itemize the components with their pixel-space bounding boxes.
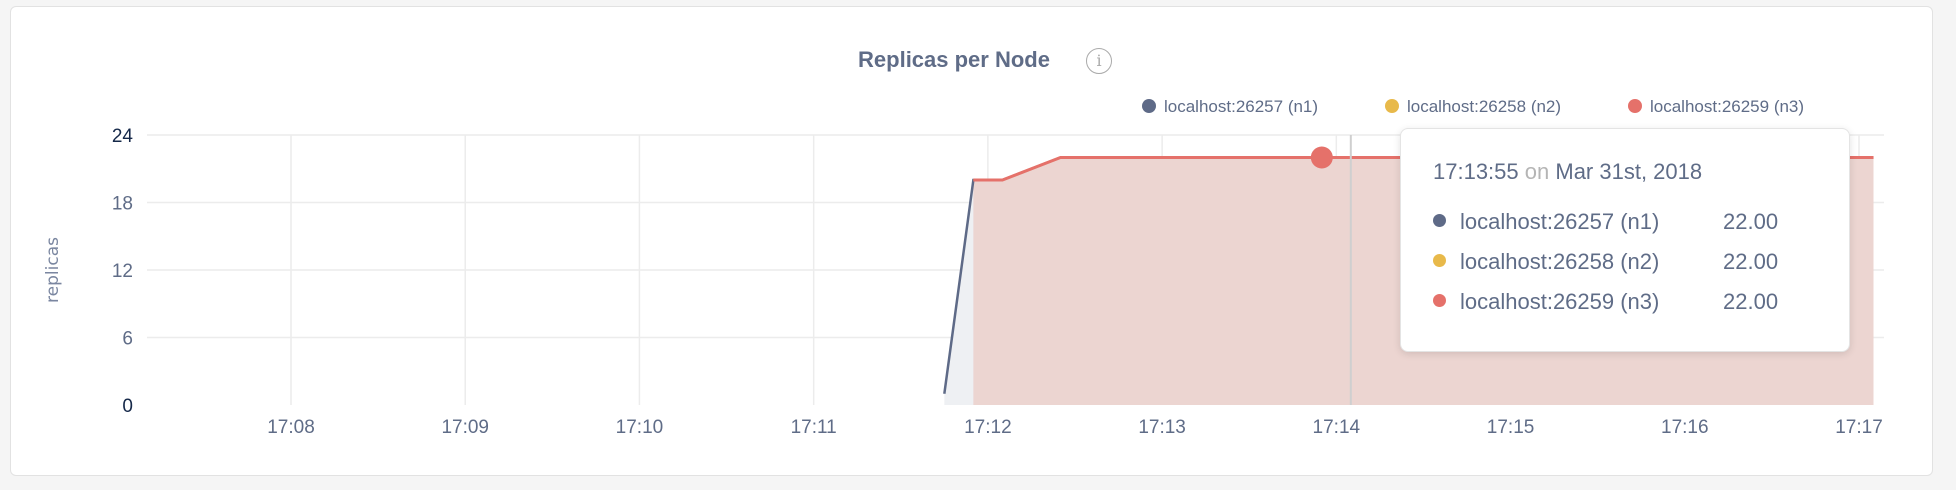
x-tick-label: 17:10 — [616, 417, 664, 438]
chart-title: Replicas per Node — [858, 47, 1050, 72]
y-tick-label: 12 — [112, 261, 133, 282]
tooltip-row: localhost:26259 (n3) 22.00 — [1433, 289, 1778, 315]
tooltip-header: 17:13:55 on Mar 31st, 2018 — [1433, 159, 1702, 185]
y-tick-label: 6 — [122, 329, 133, 350]
series-dot-icon — [1433, 254, 1446, 267]
tooltip-row: localhost:26257 (n1) 22.00 — [1433, 209, 1778, 235]
legend-item-2: localhost:26258 (n2) — [1407, 97, 1561, 116]
x-tick-label: 17:11 — [791, 417, 837, 438]
y-tick-label: 0 — [122, 396, 133, 417]
series-dot-icon — [1433, 214, 1446, 227]
tooltip-label: localhost:26258 (n2) — [1460, 249, 1660, 274]
tooltip-label: localhost:26257 (n1) — [1460, 209, 1660, 234]
tooltip-value: 22.00 — [1723, 289, 1779, 314]
tooltip-time: 17:13:55 — [1433, 159, 1519, 184]
x-tick-label: 17:12 — [964, 417, 1012, 438]
legend-dot-icon — [1142, 99, 1156, 113]
x-tick-label: 17:13 — [1138, 417, 1186, 438]
info-icon[interactable]: i — [1086, 48, 1112, 74]
y-axis-label: replicas — [43, 237, 63, 303]
legend-item-3: localhost:26259 (n3) — [1650, 97, 1804, 116]
legend-item-1: localhost:26257 (n1) — [1164, 97, 1318, 116]
tooltip-date: Mar 31st, 2018 — [1555, 159, 1703, 184]
x-tick-label: 17:14 — [1313, 417, 1361, 438]
y-tick-label: 24 — [112, 126, 134, 147]
x-tick-label: 17:17 — [1835, 417, 1883, 438]
x-tick-label: 17:08 — [267, 417, 315, 438]
legend-dot-icon — [1385, 99, 1399, 113]
tooltip-label: localhost:26259 (n3) — [1460, 289, 1660, 314]
x-tick-label: 17:15 — [1487, 417, 1535, 438]
legend-dot-icon — [1628, 99, 1642, 113]
tooltip-on: on — [1524, 159, 1550, 184]
series-dot-icon — [1433, 294, 1446, 307]
x-tick-label: 17:16 — [1661, 417, 1709, 438]
tooltip-value: 22.00 — [1723, 209, 1779, 234]
x-tick-label: 17:09 — [441, 417, 489, 438]
tooltip-row: localhost:26258 (n2) 22.00 — [1433, 249, 1778, 275]
y-tick-label: 18 — [112, 194, 133, 215]
hover-point — [1310, 146, 1333, 169]
hover-tooltip: 17:13:55 on Mar 31st, 2018 localhost:262… — [1400, 128, 1850, 352]
tooltip-value: 22.00 — [1723, 249, 1779, 274]
